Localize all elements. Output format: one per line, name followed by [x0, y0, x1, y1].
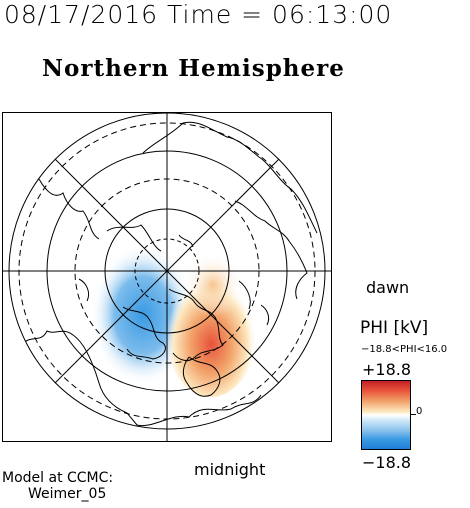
model-credit-line1: Model at CCMC: — [2, 470, 114, 486]
model-credit-line2: Weimer_05 — [28, 486, 107, 502]
positive-cell-upper — [183, 253, 243, 317]
polar-map-svg — [3, 112, 331, 441]
dawn-label: dawn — [366, 278, 410, 297]
colorbar-min-label: −18.8 — [362, 453, 412, 472]
colorbar-max-label: +18.8 — [362, 360, 412, 379]
plot-title: Northern Hemisphere — [42, 55, 345, 82]
colorbar-zero-tick — [411, 414, 416, 415]
colorbar-zero-label: 0 — [416, 406, 423, 417]
coastlines — [22, 121, 318, 427]
header-datetime: 08/17/2016 Time = 06:13:00 — [4, 0, 393, 29]
midnight-label: midnight — [194, 460, 266, 479]
colorbar — [361, 380, 411, 450]
colorbar-title: PHI [kV] — [360, 318, 429, 338]
meridian-lines — [3, 113, 331, 441]
potential-field — [91, 245, 257, 397]
polar-map — [2, 112, 332, 442]
colorbar-range: −18.8<PHI<16.0 — [361, 344, 448, 355]
